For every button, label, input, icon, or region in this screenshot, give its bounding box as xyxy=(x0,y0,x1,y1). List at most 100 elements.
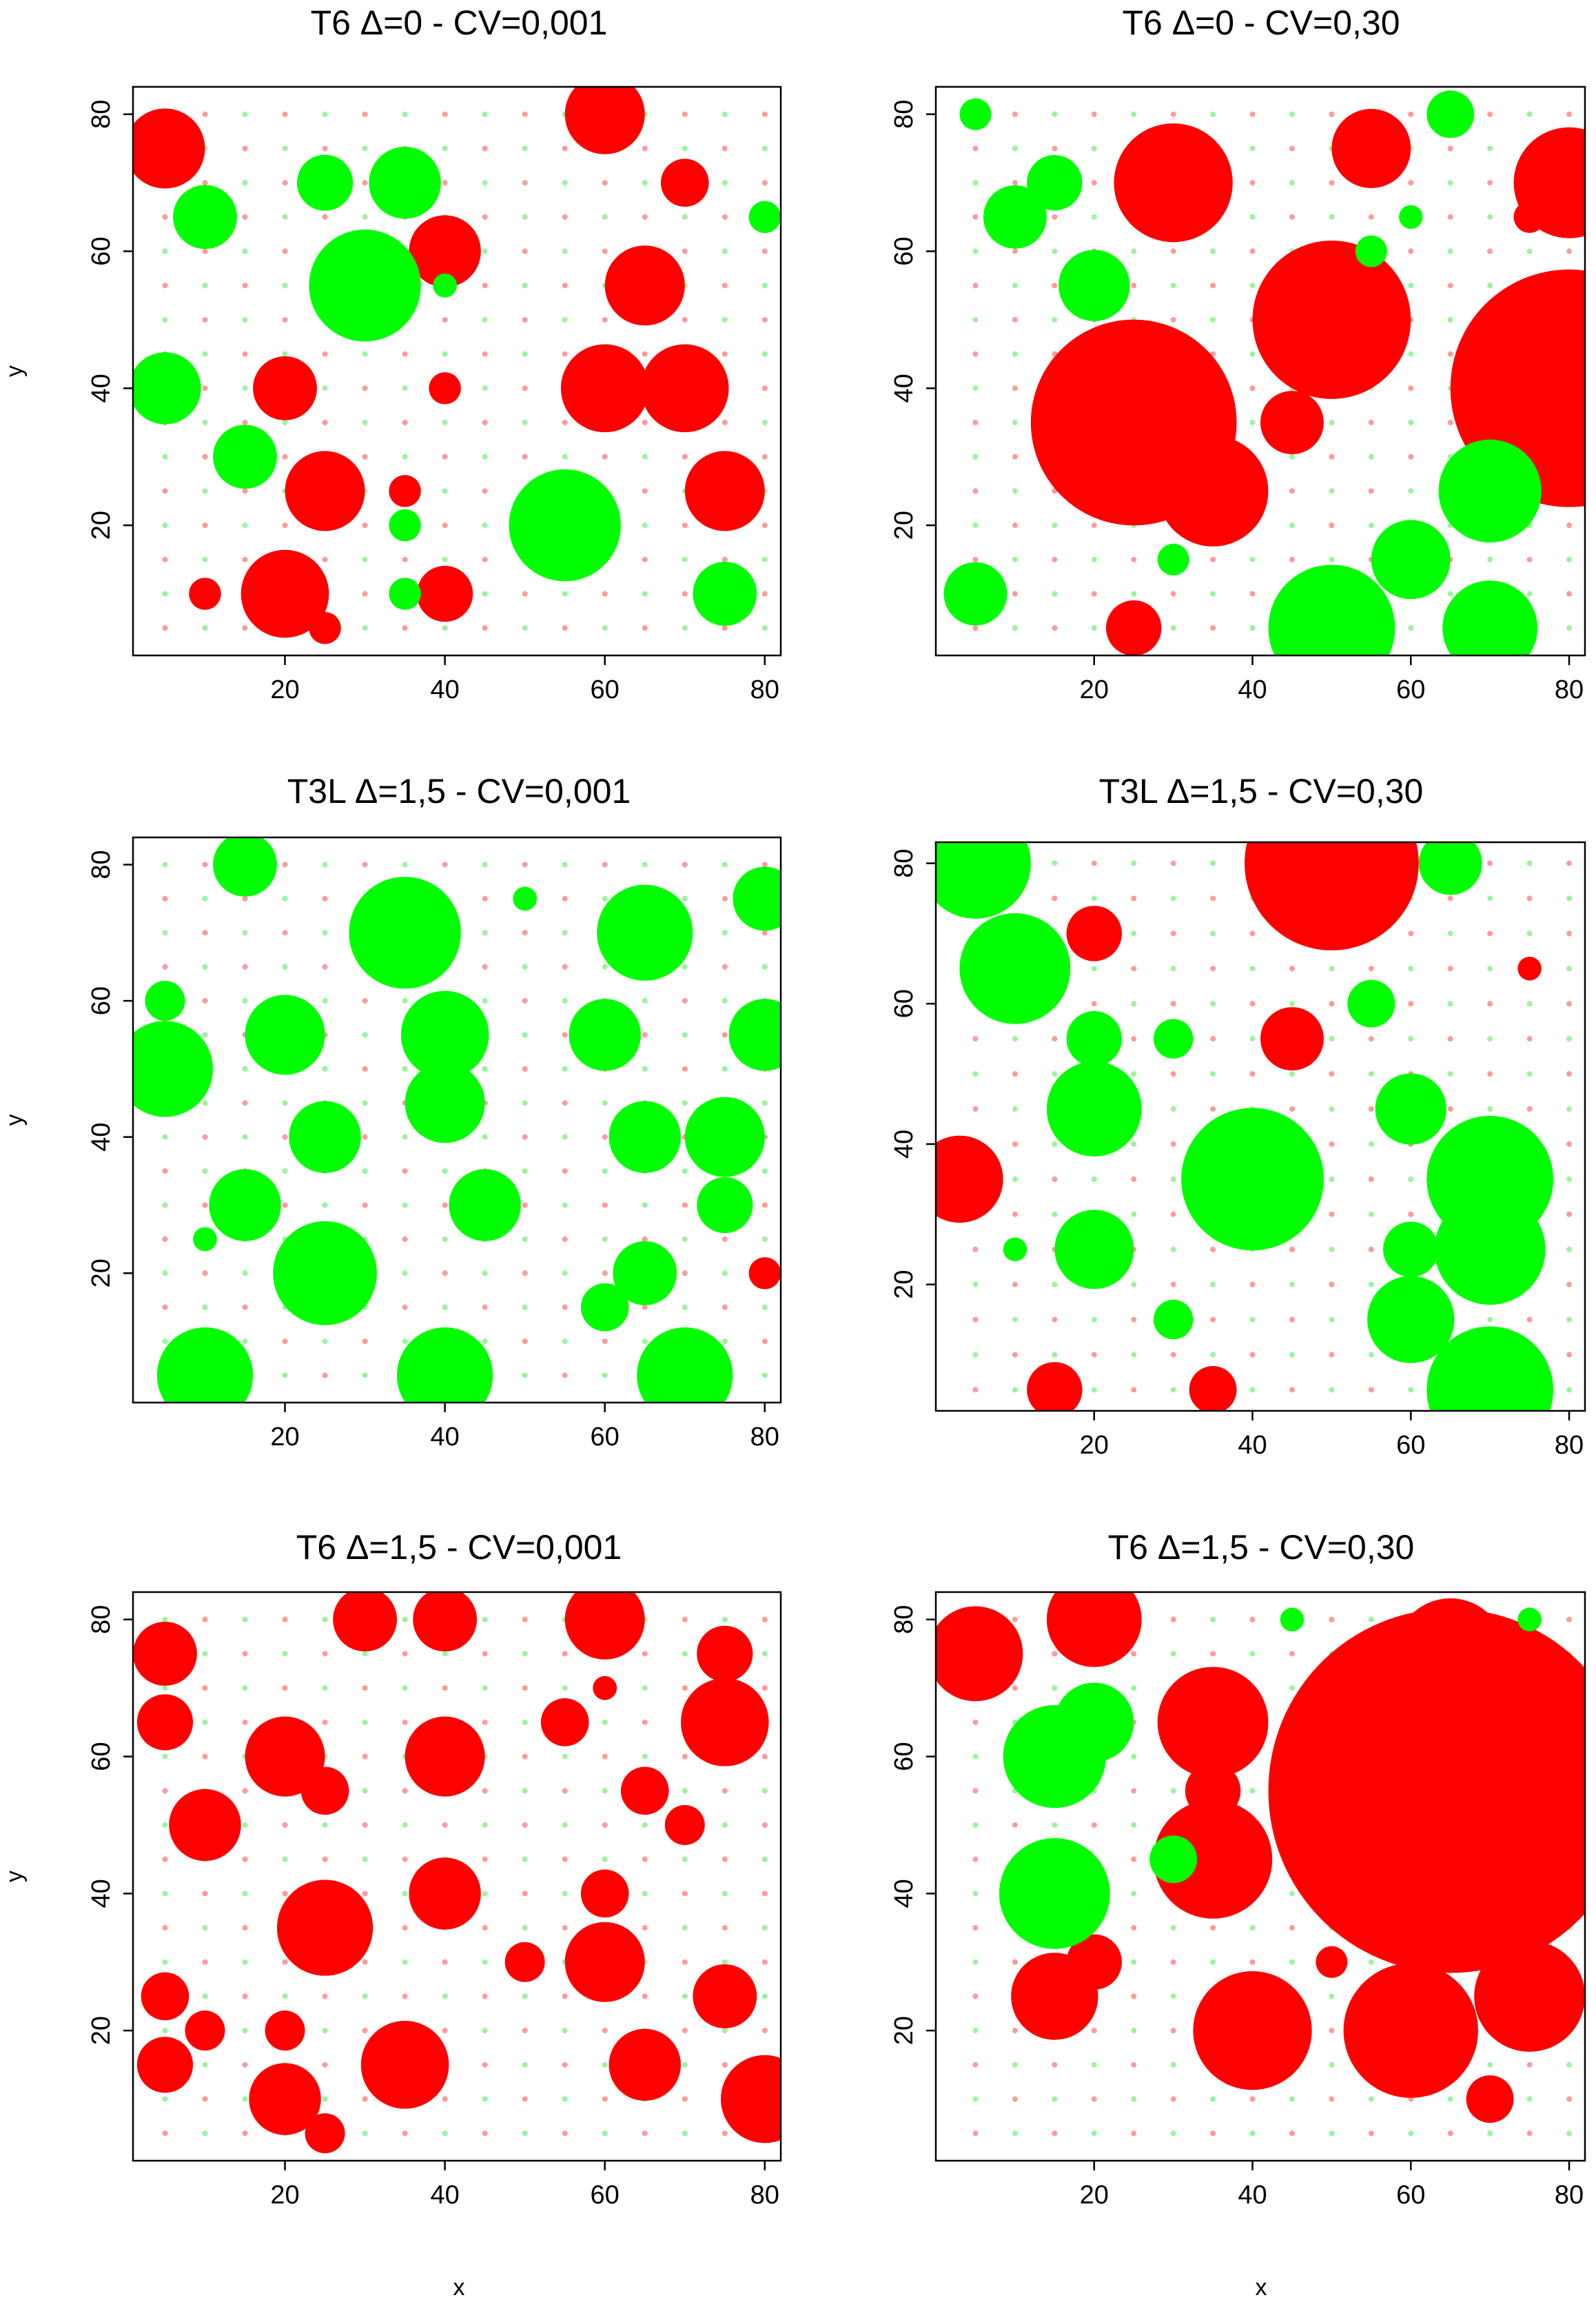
data-point xyxy=(1383,1221,1439,1277)
lattice-dot xyxy=(972,248,979,254)
lattice-dot xyxy=(1052,2061,1058,2068)
lattice-dot xyxy=(482,351,488,357)
lattice-dot xyxy=(1052,2130,1058,2137)
chart-title: T3L Δ=1,5 - CV=0,30 xyxy=(1099,772,1424,811)
data-point xyxy=(265,2010,305,2051)
lattice-dot xyxy=(1052,860,1058,866)
lattice-dot xyxy=(522,1993,528,1999)
data-point xyxy=(389,578,421,610)
lattice-dot xyxy=(362,556,368,562)
lattice-dot xyxy=(402,625,408,631)
lattice-dot xyxy=(1131,860,1137,866)
lattice-dot xyxy=(642,420,648,426)
lattice-dot xyxy=(1210,1925,1216,1931)
lattice-dot xyxy=(562,625,568,631)
lattice-dot xyxy=(242,2096,248,2102)
data-point xyxy=(1549,1668,1585,1708)
lattice-dot xyxy=(1329,1281,1335,1287)
lattice-dot xyxy=(972,1856,979,1862)
lattice-dot xyxy=(1249,351,1256,357)
lattice-dot xyxy=(162,1616,168,1622)
lattice-dot xyxy=(1210,316,1216,323)
plot-frame xyxy=(132,85,782,657)
lattice-dot xyxy=(1289,180,1295,186)
lattice-dot xyxy=(1170,1788,1176,1794)
lattice-dot xyxy=(1131,2028,1137,2034)
data-point xyxy=(136,1694,194,1751)
lattice-dot xyxy=(482,316,488,323)
lattice-dot xyxy=(402,385,408,391)
lattice-dot xyxy=(202,1168,208,1174)
lattice-dot xyxy=(1289,488,1295,494)
lattice-dot xyxy=(562,1202,568,1208)
lattice-dot xyxy=(1329,214,1335,220)
lattice-dot xyxy=(722,145,728,152)
chart-title: T6 Δ=1,5 - CV=0,001 xyxy=(296,1528,622,1567)
lattice-dot xyxy=(1249,1925,1256,1931)
lattice-dot xyxy=(322,2096,328,2102)
lattice-dot xyxy=(1170,1352,1176,1358)
lattice-dot xyxy=(202,283,208,289)
series-1 xyxy=(936,1592,1585,2123)
y-tick-label: 80 xyxy=(87,100,116,129)
lattice-dot xyxy=(1526,2061,1533,2068)
lattice-dot xyxy=(322,556,328,562)
data-point xyxy=(1466,2075,1514,2123)
chart-title: T6 Δ=0 - CV=0,30 xyxy=(1122,3,1400,42)
lattice-dot xyxy=(682,1066,688,1072)
lattice-dot xyxy=(1249,1387,1256,1393)
lattice-dot xyxy=(1012,2028,1018,2034)
lattice-dot xyxy=(1566,895,1573,902)
data-point xyxy=(289,1101,361,1173)
lattice-dot xyxy=(1170,1387,1176,1393)
lattice-dot xyxy=(602,1338,608,1345)
lattice-dot xyxy=(1131,1959,1137,1965)
lattice-dot xyxy=(761,1959,768,1965)
lattice-dot xyxy=(1170,1176,1176,1182)
lattice-dot xyxy=(242,625,248,631)
chart-title: T6 Δ=1,5 - CV=0,30 xyxy=(1108,1528,1415,1567)
lattice-dot xyxy=(162,1338,168,1345)
lattice-dot xyxy=(562,1338,568,1345)
data-point xyxy=(1181,1108,1324,1251)
lattice-dot xyxy=(1131,1753,1137,1760)
lattice-dot xyxy=(1487,283,1493,289)
y-tick-label: 80 xyxy=(87,1605,116,1634)
lattice-dot xyxy=(1052,1685,1058,1691)
lattice-dot xyxy=(482,454,488,460)
data-point xyxy=(409,215,481,287)
lattice-dot xyxy=(442,625,448,631)
data-point xyxy=(245,1716,325,1797)
lattice-dot xyxy=(1012,1685,1018,1691)
lattice-dot xyxy=(402,2130,408,2137)
chart-panel-5: 20 40 60 80 20 40 60 80 y T6 Δ=1,5 - CV=0,001 xyxy=(1,1528,782,2210)
lattice-dot xyxy=(602,964,608,970)
x-tick-label: 80 xyxy=(1555,1431,1584,1460)
lattice-dot xyxy=(202,522,208,529)
lattice-dot xyxy=(202,488,208,494)
lattice-dot xyxy=(722,351,728,357)
lattice-dot xyxy=(282,1891,288,1897)
lattice-dot xyxy=(1329,966,1335,972)
lattice-dot xyxy=(1170,1925,1176,1931)
lattice-dot xyxy=(522,1338,528,1345)
lattice-dot xyxy=(522,351,528,357)
lattice-dot xyxy=(722,1891,728,1897)
y-tick-label: 80 xyxy=(890,100,919,129)
lattice-dot xyxy=(722,625,728,631)
lattice-dot xyxy=(602,1788,608,1794)
lattice-dot xyxy=(442,1304,448,1310)
lattice-dot xyxy=(482,625,488,631)
lattice-dot xyxy=(1289,1106,1295,1112)
lattice-dot xyxy=(1012,1071,1018,1077)
lattice-dot xyxy=(1052,895,1058,902)
lattice-dot xyxy=(162,964,168,970)
data-point xyxy=(189,578,221,610)
lattice-dot xyxy=(682,248,688,254)
data-point xyxy=(1280,1607,1305,1631)
data-point xyxy=(133,352,201,425)
lattice-dot xyxy=(1368,1176,1374,1182)
lattice-dot xyxy=(1012,1822,1018,1828)
lattice-dot xyxy=(1487,895,1493,902)
data-point xyxy=(449,1169,521,1241)
